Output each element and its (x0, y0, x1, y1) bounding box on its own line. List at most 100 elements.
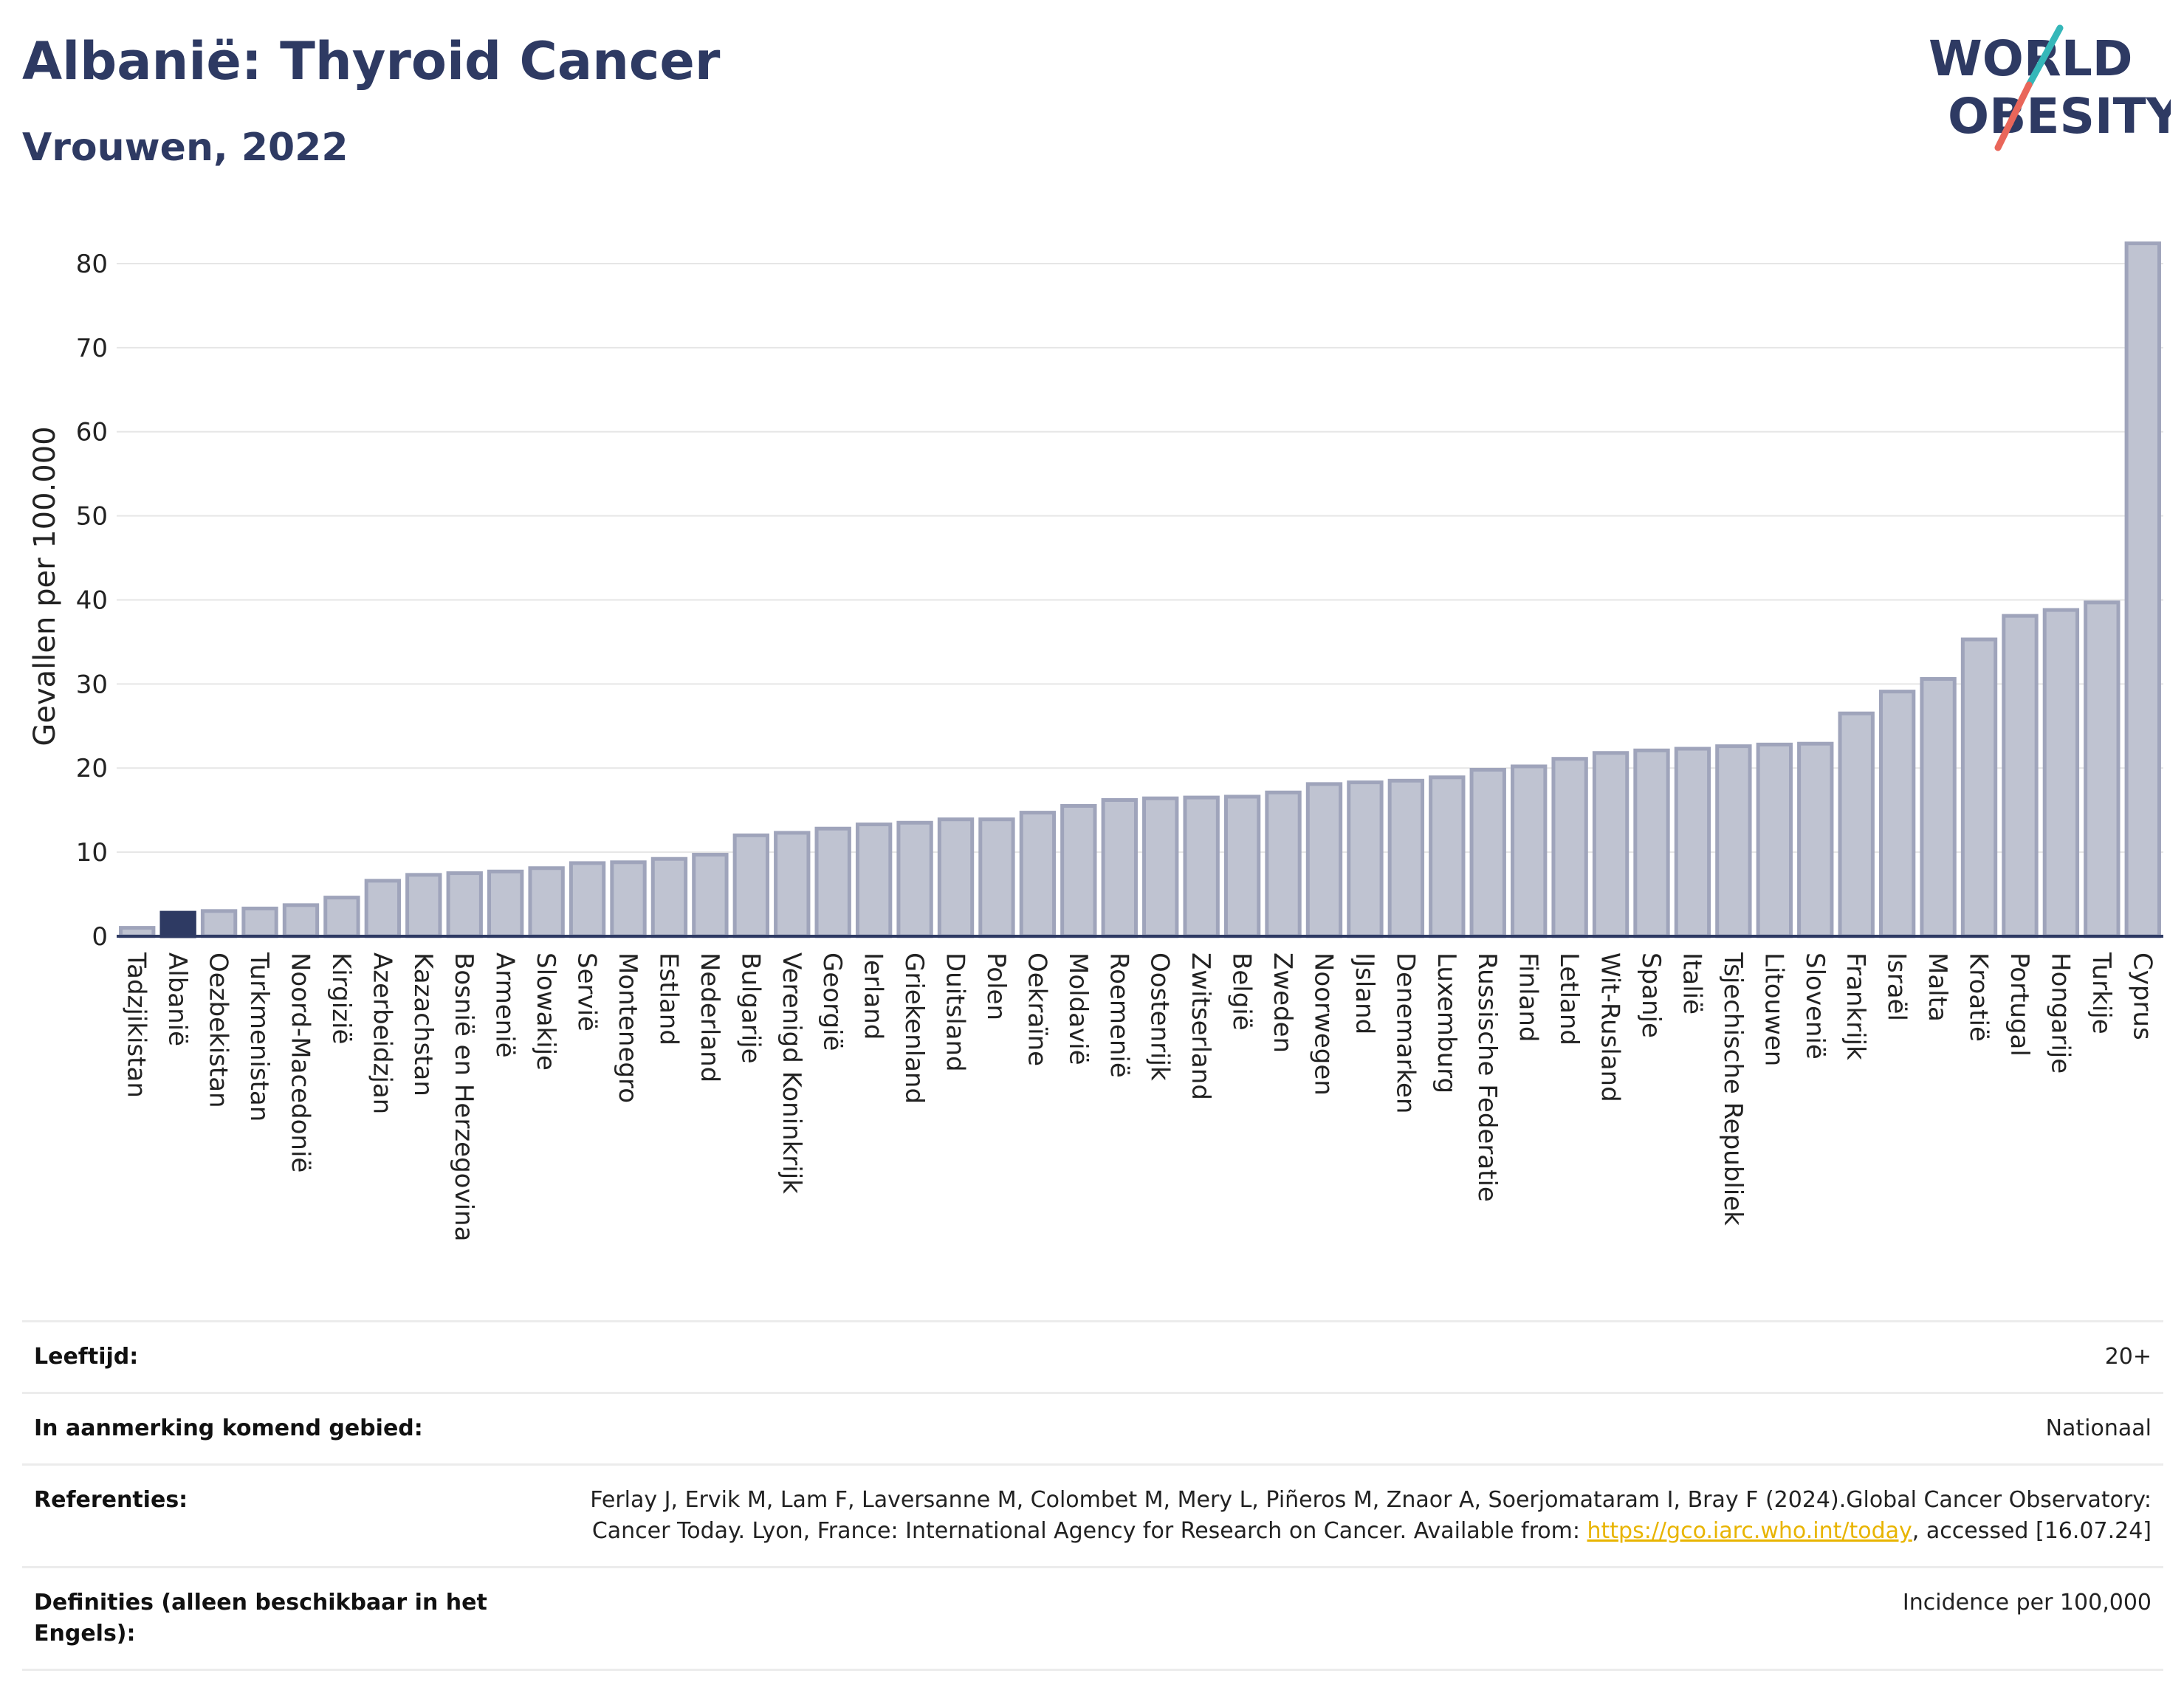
y-tick-label: 0 (92, 922, 108, 952)
bar (978, 817, 1015, 938)
x-tick-label: Russische Federatie (1472, 952, 1502, 1202)
bar (937, 817, 975, 938)
bar (1715, 744, 1752, 938)
x-tick-label: Oostenrijk (1145, 952, 1175, 1081)
bar (241, 906, 278, 938)
x-tick-label: Griekenland (899, 952, 929, 1104)
x-tick-label: Montenegro (613, 952, 642, 1103)
bar (1592, 751, 1630, 938)
y-axis-title: Gevallen per 100.000 (28, 426, 62, 746)
bar (1511, 764, 1548, 938)
x-tick-label: Turkije (2087, 952, 2116, 1034)
bar (1756, 742, 1793, 938)
bar (692, 853, 729, 938)
x-tick-label: Kroatië (1964, 952, 1994, 1042)
bar (1183, 795, 1220, 938)
bar (1223, 794, 1261, 938)
x-tick-label: Bulgarije (735, 952, 765, 1064)
bar (1920, 677, 1957, 938)
x-tick-label: Georgië (817, 952, 847, 1051)
reference-link[interactable]: https://gco.iarc.who.int/today (1587, 1518, 1912, 1544)
x-tick-label: Noord-Macedonië (285, 952, 315, 1173)
world-obesity-logo: WORLD OBESITY (1929, 24, 2171, 151)
x-tick-label: Malta (1923, 952, 1952, 1022)
bar (405, 873, 442, 938)
x-tick-label: Wit-Rusland (1596, 952, 1625, 1102)
x-tick-label: Portugal (2005, 952, 2034, 1057)
reference-text: Ferlay J, Ervik M, Lam F, Laversanne M, … (590, 1487, 2152, 1544)
bar (855, 823, 893, 938)
y-tick-label: 60 (76, 418, 108, 447)
x-tick-label: Polen (981, 952, 1011, 1020)
info-row-area: In aanmerking komend gebied: Nationaal (22, 1392, 2163, 1463)
reference-text-after: , accessed [16.07.24] (1912, 1518, 2152, 1544)
bar (282, 903, 320, 938)
info-label: In aanmerking komend gebied: (34, 1415, 423, 1441)
y-tick-label: 80 (76, 250, 108, 279)
x-tick-label: Albanië (162, 952, 192, 1046)
bar-highlight (159, 910, 196, 938)
logo-slash-bottom (1994, 81, 2033, 151)
x-tick-label: Turkmenistan (244, 952, 274, 1122)
bar (1674, 746, 1711, 938)
y-tick-label: 10 (76, 838, 108, 868)
x-tick-label: Spanje (1636, 952, 1666, 1038)
bar (1633, 748, 1670, 938)
x-tick-label: Zweden (1268, 952, 1297, 1053)
info-value: Nationaal (2045, 1415, 2152, 1441)
bar (732, 833, 769, 938)
x-tick-label: Luxemburg (1432, 952, 1461, 1094)
bar (2042, 608, 2080, 938)
x-tick-label: Letland (1554, 952, 1584, 1046)
info-row-age: Leeftijd: 20+ (22, 1320, 2163, 1392)
x-tick-label: IJsland (1350, 952, 1379, 1034)
bar (650, 856, 688, 938)
bar (1551, 757, 1588, 938)
bar (364, 879, 402, 938)
x-tick-label: Tadzjikistan (122, 952, 151, 1098)
info-row-definitions: Definities (alleen beschikbaar in het En… (22, 1566, 2163, 1671)
y-tick-label: 20 (76, 754, 108, 783)
x-tick-label: Slovenië (1800, 952, 1830, 1060)
info-value: Ferlay J, Ervik M, Lam F, Laversanne M, … (527, 1485, 2152, 1547)
bar (1960, 637, 1998, 938)
x-tick-label: Finland (1514, 952, 1543, 1043)
bar (569, 861, 606, 938)
bar (1387, 778, 1425, 938)
x-tick-label: Litouwen (1759, 952, 1788, 1066)
page-title: Albanië: Thyroid Cancer (22, 31, 721, 92)
x-axis-ticks: Tadzjikistan Albanië Oezbekistan Turkmenist… (122, 952, 2157, 1241)
bar (610, 860, 647, 938)
bar (2124, 241, 2161, 938)
bar (487, 869, 524, 938)
bar (1305, 782, 1343, 938)
bar (774, 831, 811, 938)
info-row-references: Referenties: Ferlay J, Ervik M, Lam F, L… (22, 1463, 2163, 1566)
bar (1429, 775, 1466, 938)
x-tick-label: Roemenië (1104, 952, 1133, 1078)
page-subtitle: Vrouwen, 2022 (22, 126, 348, 170)
bar (528, 866, 565, 938)
bar (1797, 741, 1834, 938)
bar (1878, 690, 1916, 938)
y-tick-label: 30 (76, 670, 108, 699)
x-tick-label: Noorwegen (1308, 952, 1338, 1096)
x-tick-label: Israël (1882, 952, 1912, 1021)
bar (1060, 803, 1097, 938)
info-table: Leeftijd: 20+ In aanmerking komend gebie… (22, 1320, 2163, 1671)
x-tick-label: Kazachstan (408, 952, 438, 1096)
x-tick-label: Kirgizië (326, 952, 356, 1044)
y-tick-label: 40 (76, 586, 108, 615)
x-tick-label: Frankrijk (1841, 952, 1870, 1060)
x-tick-label: Oekraïne (1022, 952, 1051, 1066)
x-tick-label: België (1227, 952, 1257, 1031)
bar (1469, 768, 1506, 938)
x-tick-label: Hongarije (2045, 952, 2075, 1074)
x-tick-label: Denemarken (1390, 952, 1420, 1113)
bar (2084, 600, 2121, 938)
bar (814, 826, 851, 938)
x-tick-label: Oezbekistan (204, 952, 233, 1108)
y-axis-ticks: 0 10 20 30 40 50 60 70 80 (76, 250, 108, 952)
y-tick-label: 70 (76, 334, 108, 363)
x-tick-label: Cyprus (2127, 952, 2157, 1040)
